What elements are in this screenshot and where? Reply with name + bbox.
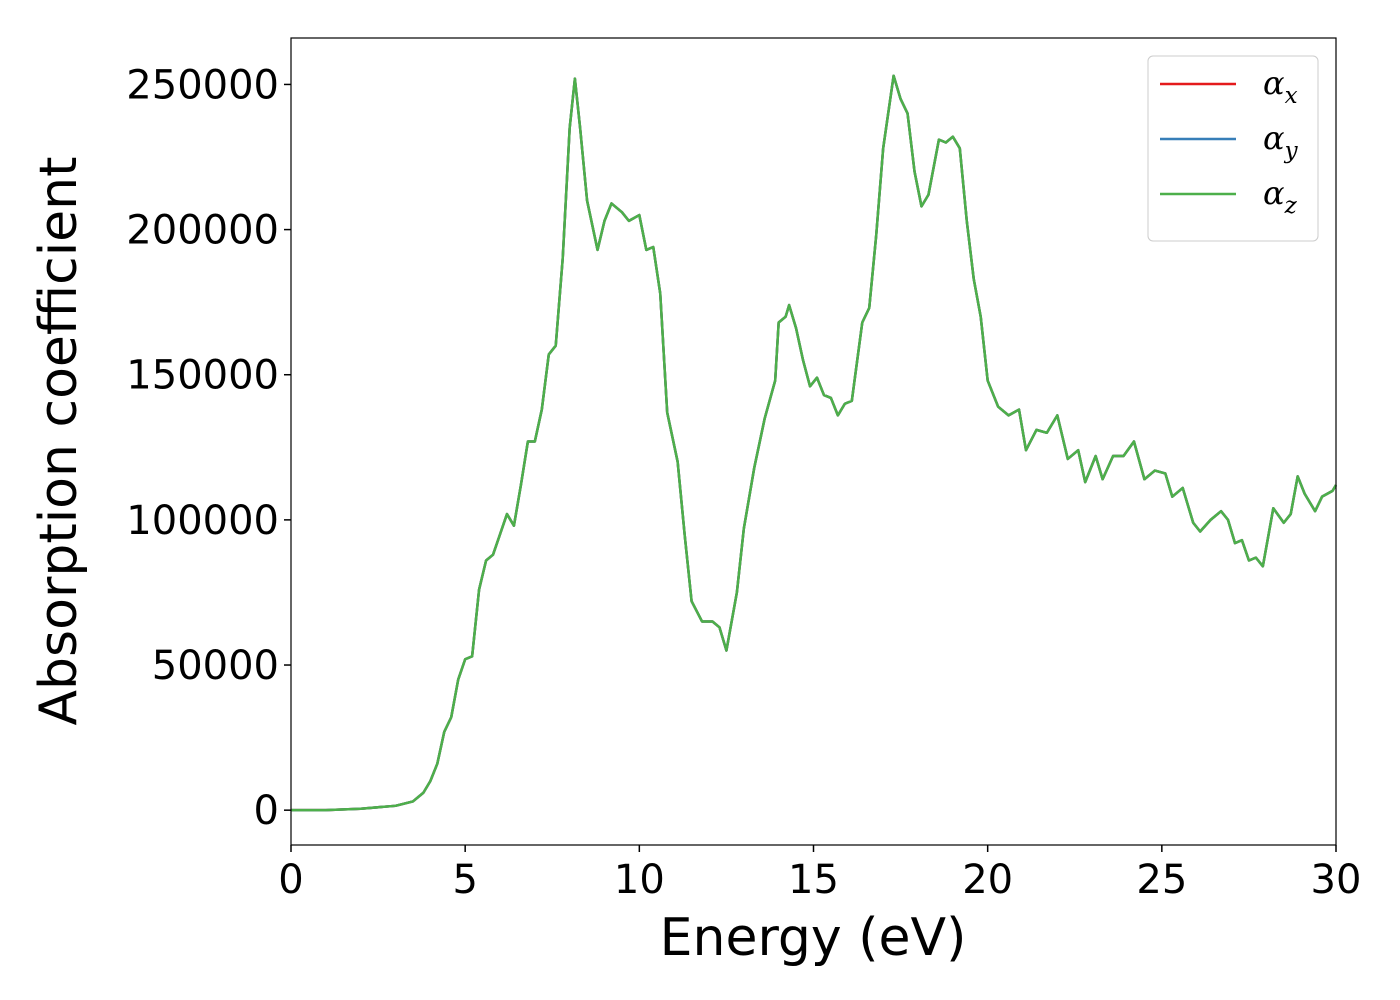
x-tick-label: 20	[962, 857, 1013, 903]
y-tick-label: 150000	[126, 353, 279, 399]
y-tick-label: 100000	[126, 498, 279, 544]
legend-label: αx	[1263, 64, 1298, 109]
y-axis-label: Absorption coefficient	[29, 156, 89, 725]
x-tick-label: 30	[1311, 857, 1362, 903]
y-tick-label: 50000	[152, 643, 279, 689]
legend-label: αz	[1263, 174, 1298, 219]
legend-label: αy	[1263, 119, 1299, 164]
x-tick-label: 25	[1136, 857, 1187, 903]
x-axis-label: Energy (eV)	[660, 908, 967, 968]
y-tick-label: 250000	[126, 62, 279, 108]
series-line	[291, 74, 1338, 812]
y-tick-label: 0	[254, 788, 279, 834]
y-tick-label: 200000	[126, 208, 279, 254]
x-tick-label: 10	[614, 857, 665, 903]
plot-frame	[290, 37, 1337, 846]
x-tick-label: 5	[452, 857, 477, 903]
x-tick-label: 0	[278, 857, 303, 903]
x-tick-label: 15	[788, 857, 839, 903]
